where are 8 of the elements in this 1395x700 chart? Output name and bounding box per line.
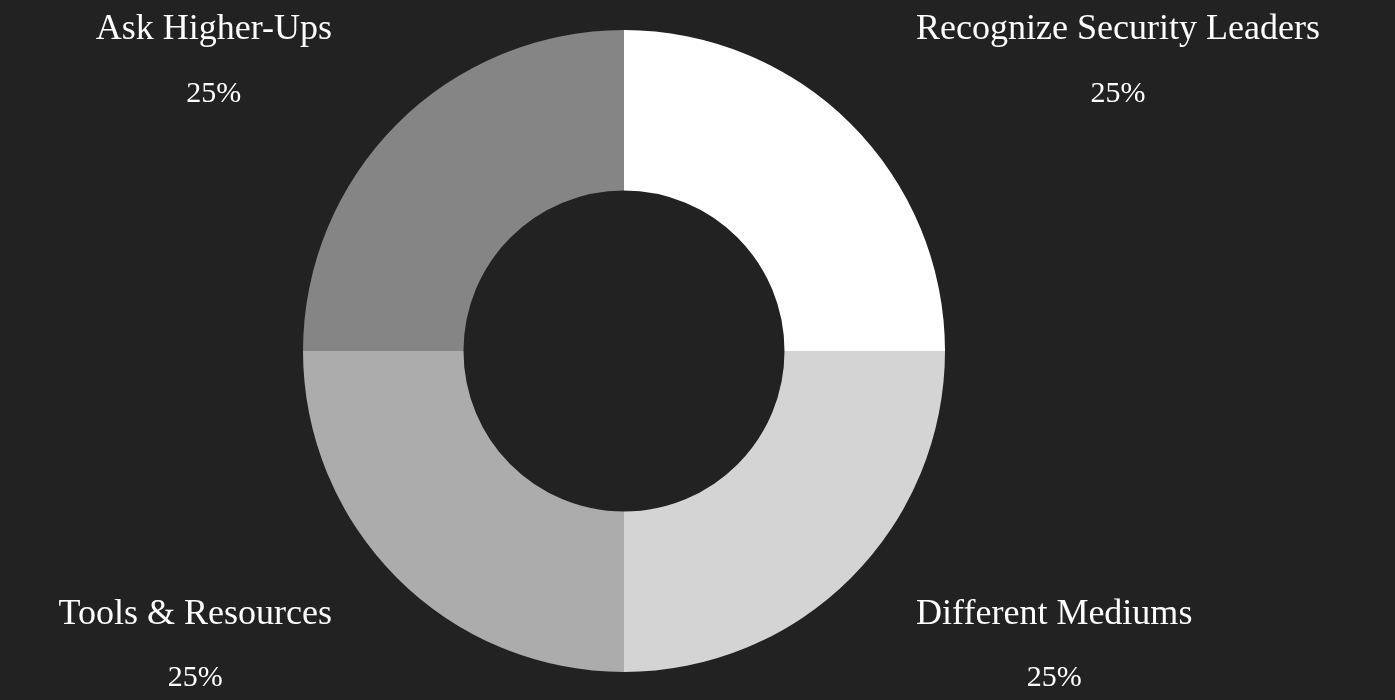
data-label: 25% bbox=[1090, 74, 1146, 108]
data-label: 25% bbox=[1026, 659, 1082, 693]
data-label: 25% bbox=[186, 74, 242, 108]
data-label: 25% bbox=[167, 659, 223, 693]
slice-label: Tools & Resources bbox=[58, 591, 332, 632]
slice-label: Different Mediums bbox=[916, 591, 1193, 632]
slice-label: Recognize Security Leaders bbox=[916, 7, 1320, 48]
slice-label: Ask Higher-Ups bbox=[95, 7, 332, 48]
